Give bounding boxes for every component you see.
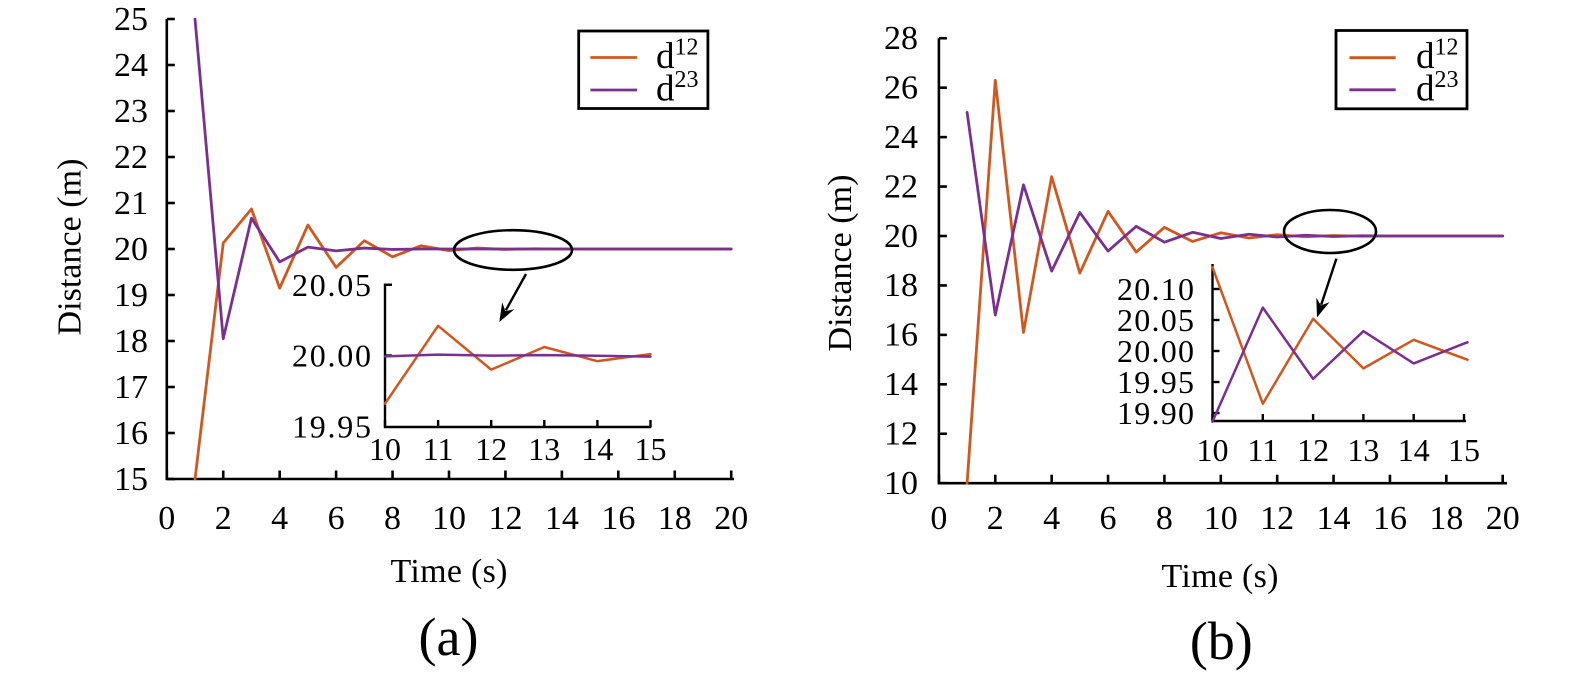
svg-text:20: 20 [114, 231, 148, 268]
svg-text:21: 21 [114, 185, 148, 222]
svg-text:20.00: 20.00 [292, 338, 371, 374]
svg-text:8: 8 [1156, 500, 1173, 537]
svg-text:20.00: 20.00 [1117, 333, 1194, 369]
svg-text:18: 18 [114, 323, 148, 360]
svg-text:11: 11 [423, 431, 454, 467]
svg-text:20: 20 [1486, 500, 1520, 537]
svg-text:16: 16 [1373, 500, 1407, 537]
svg-text:12: 12 [884, 416, 918, 453]
svg-text:6: 6 [328, 500, 345, 537]
svg-text:14: 14 [581, 431, 613, 467]
svg-text:22: 22 [114, 139, 148, 176]
svg-text:14: 14 [1398, 432, 1430, 468]
svg-text:0: 0 [158, 500, 175, 537]
svg-text:13: 13 [528, 431, 560, 467]
svg-text:19.95: 19.95 [1117, 364, 1194, 400]
svg-text:25: 25 [114, 1, 148, 38]
svg-text:12: 12 [488, 500, 522, 537]
svg-text:12: 12 [1260, 500, 1294, 537]
svg-text:22: 22 [884, 168, 918, 205]
svg-text:19.95: 19.95 [292, 408, 371, 444]
svg-text:Distance (m): Distance (m) [822, 175, 859, 352]
svg-text:20.10: 20.10 [1117, 271, 1194, 307]
svg-text:26: 26 [884, 69, 918, 106]
svg-text:18: 18 [658, 500, 692, 537]
svg-text:24: 24 [114, 47, 148, 84]
svg-text:12: 12 [1297, 432, 1329, 468]
svg-text:15: 15 [114, 461, 148, 498]
svg-text:12: 12 [475, 431, 507, 467]
svg-text:10: 10 [1204, 500, 1238, 537]
svg-text:10: 10 [1197, 432, 1229, 468]
svg-text:10: 10 [432, 500, 466, 537]
svg-text:4: 4 [1043, 500, 1060, 537]
svg-text:(b): (b) [1190, 611, 1253, 671]
svg-text:15: 15 [635, 431, 667, 467]
svg-text:24: 24 [884, 119, 918, 156]
svg-text:Distance (m): Distance (m) [52, 159, 89, 336]
svg-text:10: 10 [369, 431, 401, 467]
svg-text:2: 2 [215, 500, 232, 537]
svg-text:18: 18 [884, 267, 918, 304]
svg-text:19: 19 [114, 277, 148, 314]
svg-text:Time (s): Time (s) [1162, 558, 1279, 595]
svg-text:(a): (a) [419, 607, 479, 667]
svg-text:8: 8 [384, 500, 401, 537]
svg-text:16: 16 [601, 500, 635, 537]
svg-text:20.05: 20.05 [1117, 302, 1194, 338]
svg-text:14: 14 [545, 500, 579, 537]
svg-text:20: 20 [714, 500, 748, 537]
svg-text:15: 15 [1448, 432, 1480, 468]
svg-text:16: 16 [114, 415, 148, 452]
svg-text:6: 6 [1100, 500, 1117, 537]
svg-text:14: 14 [1317, 500, 1351, 537]
svg-text:10: 10 [884, 465, 918, 502]
svg-text:14: 14 [884, 366, 918, 403]
svg-text:20: 20 [884, 218, 918, 255]
svg-text:17: 17 [114, 369, 148, 406]
svg-text:13: 13 [1347, 432, 1379, 468]
svg-text:16: 16 [884, 317, 918, 354]
svg-text:18: 18 [1429, 500, 1463, 537]
svg-text:4: 4 [271, 500, 288, 537]
svg-text:20.05: 20.05 [292, 267, 371, 303]
svg-text:2: 2 [987, 500, 1004, 537]
svg-text:28: 28 [884, 20, 918, 57]
svg-text:11: 11 [1247, 432, 1278, 468]
svg-text:19.90: 19.90 [1117, 395, 1194, 431]
svg-text:0: 0 [930, 500, 947, 537]
svg-text:23: 23 [114, 93, 148, 130]
svg-text:Time (s): Time (s) [391, 553, 508, 590]
